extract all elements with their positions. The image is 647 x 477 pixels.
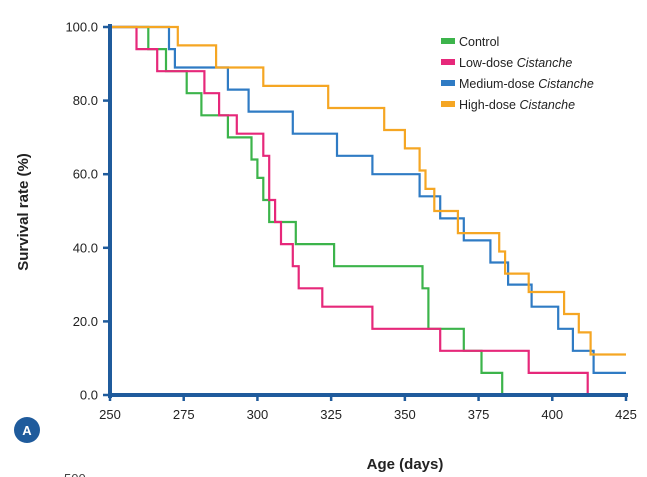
y-axis-title: Survival rate (%) <box>15 153 32 271</box>
x-tick-label: 325 <box>320 407 342 422</box>
series-lines <box>110 25 626 395</box>
y-tick-label: 60.0 <box>73 167 98 182</box>
y-tick-label: 20.0 <box>73 314 98 329</box>
legend-swatch <box>441 38 455 44</box>
y-tick-label: 100.0 <box>65 20 98 35</box>
x-axis-title: Age (days) <box>367 456 444 473</box>
legend-swatch <box>441 101 455 107</box>
legend-swatch <box>441 59 455 65</box>
legend-entry: Low-dose Cistanche <box>459 56 572 70</box>
x-tick-label: 275 <box>173 407 195 422</box>
legend-entry: High-dose Cistanche <box>459 98 575 112</box>
panel-letter: A <box>22 423 32 438</box>
y-tick-label: 80.0 <box>73 93 98 108</box>
y-tick-label: 0.0 <box>80 388 98 403</box>
tick-labels: 0.0 20.0 40.0 60.0 80.0 100.0 250 275 300 325 350 3… <box>65 20 636 423</box>
x-tick-label: 300 <box>247 407 269 422</box>
legend-entry: Control <box>459 35 499 49</box>
series-line-high-dose-cistanche <box>110 25 626 356</box>
panel-badge: A <box>14 417 40 443</box>
y-tick-label: 40.0 <box>73 240 98 255</box>
x-tick-label: 375 <box>468 407 490 422</box>
legend-entry: Medium-dose Cistanche <box>459 77 594 91</box>
x-tick-label: 350 <box>394 407 416 422</box>
axes <box>108 24 628 398</box>
series-line-low-dose-cistanche <box>110 25 589 395</box>
x-tick-label: 400 <box>541 407 563 422</box>
x-tick-label: 250 <box>99 407 121 422</box>
legend-swatch <box>441 80 455 86</box>
x-tick-label: 425 <box>615 407 637 422</box>
legend: Control Low-dose Cistanche Medium-dose Cis… <box>441 35 594 112</box>
cropped-next-panel-tick: 500 <box>64 471 86 477</box>
